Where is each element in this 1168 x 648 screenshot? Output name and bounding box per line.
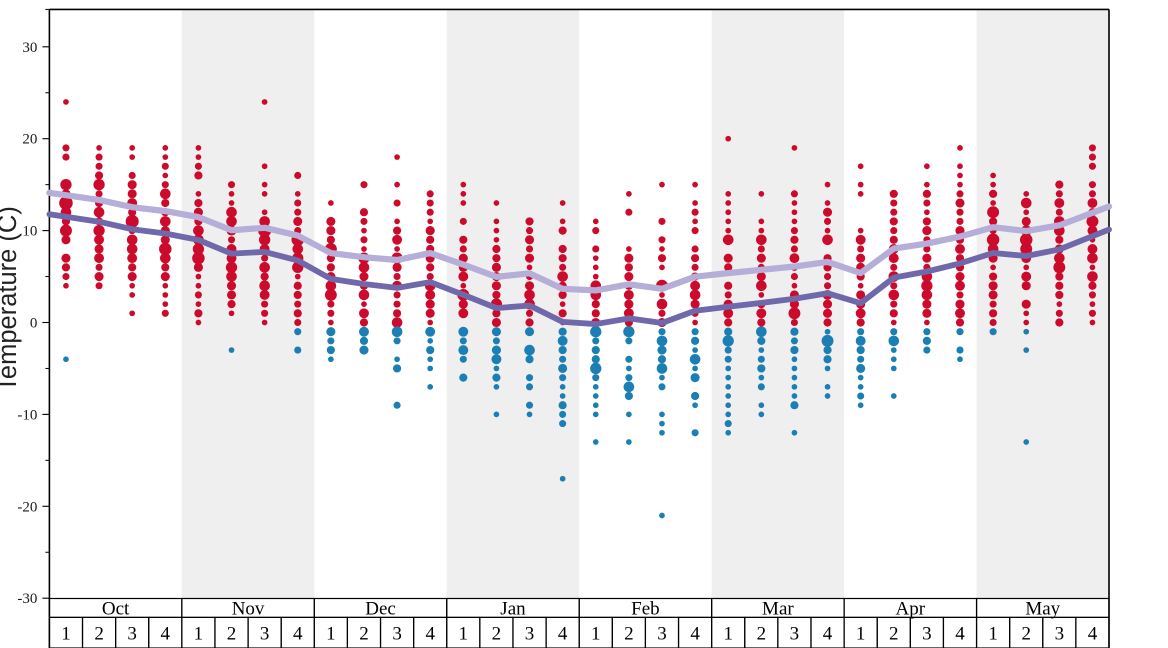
svg-text:Mar: Mar [762, 598, 794, 619]
svg-text:3: 3 [260, 624, 270, 645]
svg-text:3: 3 [392, 624, 402, 645]
svg-text:4: 4 [161, 624, 171, 645]
svg-text:1: 1 [988, 624, 998, 645]
svg-text:4: 4 [558, 624, 568, 645]
svg-text:4: 4 [1088, 624, 1098, 645]
svg-text:4: 4 [690, 624, 700, 645]
svg-text:2: 2 [624, 624, 634, 645]
svg-text:3: 3 [922, 624, 932, 645]
svg-text:1: 1 [723, 624, 733, 645]
svg-text:1: 1 [326, 624, 336, 645]
svg-text:2: 2 [492, 624, 502, 645]
svg-text:4: 4 [823, 624, 833, 645]
svg-text:4: 4 [293, 624, 303, 645]
svg-text:10: 10 [22, 224, 37, 240]
svg-text:3: 3 [525, 624, 535, 645]
svg-text:20: 20 [22, 132, 37, 148]
svg-text:4: 4 [955, 624, 965, 645]
svg-text:Feb: Feb [631, 598, 660, 619]
svg-text:3: 3 [657, 624, 667, 645]
svg-text:2: 2 [889, 624, 899, 645]
svg-text:Oct: Oct [102, 598, 130, 619]
svg-text:May: May [1025, 598, 1060, 619]
svg-text:1: 1 [194, 624, 204, 645]
svg-text:3: 3 [790, 624, 800, 645]
svg-text:-30: -30 [17, 591, 37, 607]
svg-text:Dec: Dec [365, 598, 396, 619]
svg-text:2: 2 [94, 624, 104, 645]
svg-text:3: 3 [127, 624, 137, 645]
svg-text:2: 2 [227, 624, 237, 645]
svg-text:3: 3 [1055, 624, 1065, 645]
svg-text:1: 1 [61, 624, 71, 645]
svg-text:Apr: Apr [896, 598, 926, 619]
svg-text:-20: -20 [17, 499, 37, 515]
svg-text:Nov: Nov [232, 598, 265, 619]
svg-text:1: 1 [459, 624, 469, 645]
svg-text:0: 0 [30, 316, 38, 332]
svg-text:1: 1 [591, 624, 601, 645]
svg-text:1: 1 [856, 624, 866, 645]
svg-text:2: 2 [1021, 624, 1031, 645]
svg-text:Jan: Jan [500, 598, 526, 619]
svg-text:2: 2 [757, 624, 767, 645]
svg-text:2: 2 [359, 624, 369, 645]
svg-text:-10: -10 [17, 407, 37, 423]
svg-text:4: 4 [425, 624, 435, 645]
svg-text:30: 30 [22, 40, 37, 56]
